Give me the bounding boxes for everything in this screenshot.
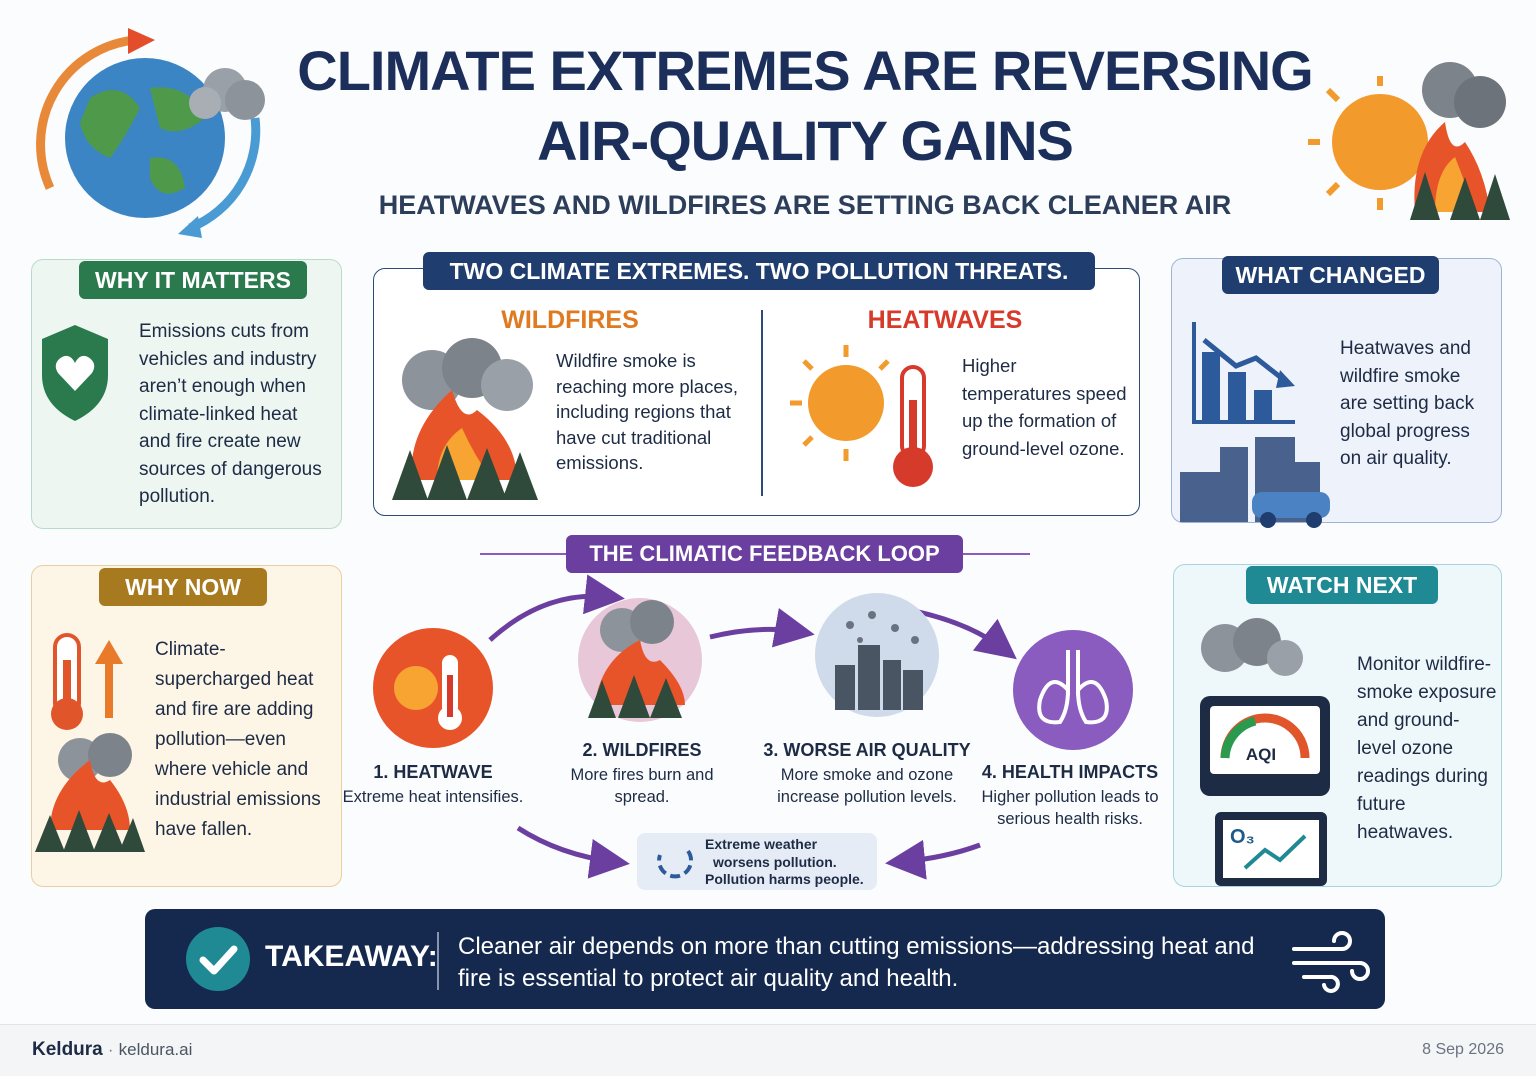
divider	[761, 310, 763, 496]
section-title: WILDFIRES	[501, 306, 639, 334]
brand: Keldura	[32, 1039, 103, 1060]
divider	[437, 932, 439, 990]
panel-text: Climate-supercharged heat and fire are a…	[155, 639, 321, 840]
panel-heading: WHAT CHANGED	[1222, 256, 1439, 294]
panel-text: Heatwaves and wildfire smoke are setting…	[1340, 338, 1475, 469]
step-label: 2. WILDFIRES	[582, 740, 702, 760]
sun-fire-icon	[1308, 62, 1510, 220]
heat-fire-icon	[35, 633, 145, 852]
site: keldura.ai	[118, 1040, 193, 1059]
wildfire-icon	[392, 338, 538, 500]
cycle-note-line: worsens pollution.	[713, 853, 837, 870]
takeaway-label: TAKEAWAY:	[265, 940, 438, 973]
section-heading: THE CLIMATIC FEEDBACK LOOP	[566, 535, 963, 573]
panel-heading: TWO CLIMATE EXTREMES. TWO POLLUTION THRE…	[423, 252, 1095, 290]
footer-brand-line: Keldura · keldura.ai	[32, 1039, 192, 1061]
panel-heading: WATCH NEXT	[1246, 566, 1438, 604]
section-title: HEATWAVES	[867, 306, 1023, 334]
shield-icon	[42, 325, 108, 421]
panel-text: Monitor wildfire-smoke exposure and grou…	[1357, 654, 1497, 843]
step-text: Higher pollution leads to serious health…	[981, 788, 1159, 828]
cycle-note-line: Extreme weather	[705, 836, 818, 852]
step-label: 1. HEATWAVE	[373, 762, 493, 782]
footer	[0, 1024, 1536, 1076]
subtitle: HEATWAVES AND WILDFIRES ARE SETTING BACK…	[378, 190, 1232, 220]
panel-text: Emissions cuts from vehicles and industr…	[139, 321, 322, 507]
heatwave-icon	[790, 345, 933, 487]
step-label: 4. HEALTH IMPACTS	[981, 762, 1159, 782]
check-icon	[186, 927, 250, 991]
step-text: Extreme heat intensifies.	[342, 788, 524, 806]
takeaway-bar	[145, 909, 1385, 1009]
cycle-note: Extreme weather worsens pollution. Pollu…	[705, 836, 864, 889]
date: 8 Sep 2026	[1422, 1041, 1504, 1058]
title-line: AIR-QUALITY GAINS	[537, 109, 1074, 172]
step-text: More smoke and ozone increase pollution …	[777, 766, 957, 806]
globe-icon	[36, 28, 265, 238]
wind-icon	[1292, 931, 1370, 993]
panel-heading: WHY IT MATTERS	[79, 261, 307, 299]
ozone-label: O₃	[1230, 826, 1255, 848]
panel-heading: WHY NOW	[99, 568, 267, 606]
step-text: More fires burn and spread.	[570, 766, 714, 806]
monitor-icon	[1200, 618, 1330, 886]
decline-chart-icon	[1180, 322, 1330, 528]
step-label: 3. WORSE AIR QUALITY	[763, 740, 971, 760]
section-text: Wildfire smoke is reaching more places, …	[556, 350, 739, 473]
cycle-note-line: Pollution harms people.	[705, 871, 864, 887]
takeaway-text: Cleaner air depends on more than cutting…	[458, 933, 1255, 992]
section-text: Higher temperatures speed up the formati…	[962, 355, 1127, 459]
title-line: CLIMATE EXTREMES ARE REVERSING	[297, 39, 1313, 102]
gauge-label: AQI	[1245, 745, 1277, 764]
separator: ·	[108, 1042, 114, 1059]
